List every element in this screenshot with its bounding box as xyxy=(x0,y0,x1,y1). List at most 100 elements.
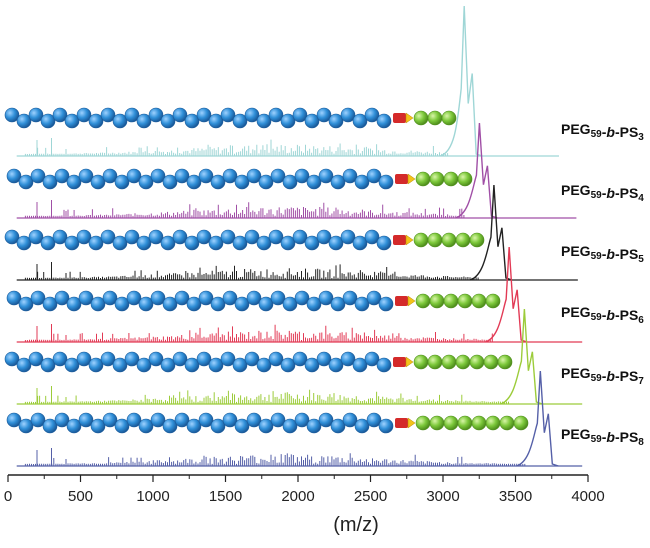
peg-bead xyxy=(376,235,392,251)
peg-bead xyxy=(4,107,20,123)
peg-bead xyxy=(126,168,142,184)
ps-bead xyxy=(415,293,431,309)
molecule-diagrams xyxy=(4,107,529,434)
linker-red-block xyxy=(393,113,406,123)
peg-bead xyxy=(186,174,202,190)
peg-bead xyxy=(342,290,358,306)
peg-bead xyxy=(328,113,344,129)
ps-bead xyxy=(457,415,473,431)
peg-bead xyxy=(160,357,176,373)
peg-bead xyxy=(222,290,238,306)
peg-bead xyxy=(112,235,128,251)
peg-bead xyxy=(66,418,82,434)
peg-bead xyxy=(210,296,226,312)
peg-bead xyxy=(354,296,370,312)
peg-bead xyxy=(150,412,166,428)
peg-bead xyxy=(196,351,212,367)
peg-bead xyxy=(114,296,130,312)
peg-bead xyxy=(42,418,58,434)
x-tick-label: 3000 xyxy=(426,488,459,505)
peg-bead xyxy=(126,412,142,428)
trace-peak xyxy=(484,246,528,343)
peg-bead xyxy=(316,229,332,245)
peg-bead xyxy=(52,229,68,245)
trace-peak xyxy=(516,370,559,467)
peg-bead xyxy=(244,229,260,245)
trace-noise xyxy=(24,448,526,466)
peg-bead xyxy=(328,357,344,373)
peg-bead xyxy=(90,418,106,434)
peg-bead xyxy=(330,296,346,312)
peg-bead xyxy=(294,168,310,184)
peg-bead xyxy=(174,290,190,306)
molecule-diagram xyxy=(6,290,501,312)
series-label: PEG59-b-PS7 xyxy=(561,365,644,387)
peg-bead xyxy=(148,351,164,367)
peg-bead xyxy=(18,296,34,312)
peg-bead xyxy=(366,412,382,428)
peg-bead xyxy=(364,351,380,367)
series-trace xyxy=(16,246,583,343)
peg-bead xyxy=(318,290,334,306)
peg-bead xyxy=(220,107,236,123)
linker-red-block xyxy=(395,418,408,428)
trace-peak xyxy=(469,184,513,281)
ps-bead xyxy=(471,293,487,309)
peg-bead xyxy=(352,113,368,129)
ps-bead xyxy=(455,232,471,248)
peg-bead xyxy=(16,113,32,129)
ps-bead xyxy=(441,232,457,248)
ps-bead xyxy=(485,415,501,431)
peg-bead xyxy=(232,235,248,251)
ps-bead xyxy=(413,110,429,126)
peg-bead xyxy=(246,290,262,306)
peg-bead xyxy=(280,357,296,373)
peg-bead xyxy=(112,113,128,129)
ps-bead xyxy=(429,293,445,309)
peg-bead xyxy=(184,235,200,251)
peg-bead xyxy=(186,296,202,312)
peg-bead xyxy=(4,229,20,245)
peg-bead xyxy=(196,107,212,123)
peg-bead xyxy=(232,357,248,373)
peg-bead xyxy=(292,229,308,245)
peg-bead xyxy=(162,296,178,312)
series-labels: PEG59-b-PS3 PEG59-b-PS4 PEG59-b-PS5 PEG59-b… xyxy=(561,121,644,448)
peg-bead xyxy=(270,412,286,428)
peg-bead xyxy=(210,174,226,190)
series-label: PEG59-b-PS8 xyxy=(561,426,644,448)
peg-bead xyxy=(234,174,250,190)
peg-bead xyxy=(340,107,356,123)
peg-bead xyxy=(354,418,370,434)
peg-bead xyxy=(282,296,298,312)
ps-bead xyxy=(441,354,457,370)
ps-bead xyxy=(427,354,443,370)
peg-bead xyxy=(354,174,370,190)
peg-bead xyxy=(318,412,334,428)
peg-bead xyxy=(316,351,332,367)
peg-bead xyxy=(162,174,178,190)
series-trace xyxy=(16,5,559,157)
ps-bead xyxy=(469,354,485,370)
peg-bead xyxy=(352,235,368,251)
peg-bead xyxy=(88,357,104,373)
x-tick-label: 2500 xyxy=(354,488,387,505)
ps-bead xyxy=(499,415,515,431)
ps-bead xyxy=(427,110,443,126)
peg-bead xyxy=(102,168,118,184)
peg-bead xyxy=(268,229,284,245)
peg-bead xyxy=(270,168,286,184)
peg-bead xyxy=(280,235,296,251)
peg-bead xyxy=(222,412,238,428)
peg-bead xyxy=(306,418,322,434)
peg-bead xyxy=(90,174,106,190)
peg-bead xyxy=(42,296,58,312)
x-tick-label: 1000 xyxy=(136,488,169,505)
peg-bead xyxy=(352,357,368,373)
peg-bead xyxy=(66,174,82,190)
peg-bead xyxy=(270,290,286,306)
peg-bead xyxy=(294,412,310,428)
peg-bead xyxy=(378,418,394,434)
peg-bead xyxy=(294,290,310,306)
peg-bead xyxy=(342,412,358,428)
